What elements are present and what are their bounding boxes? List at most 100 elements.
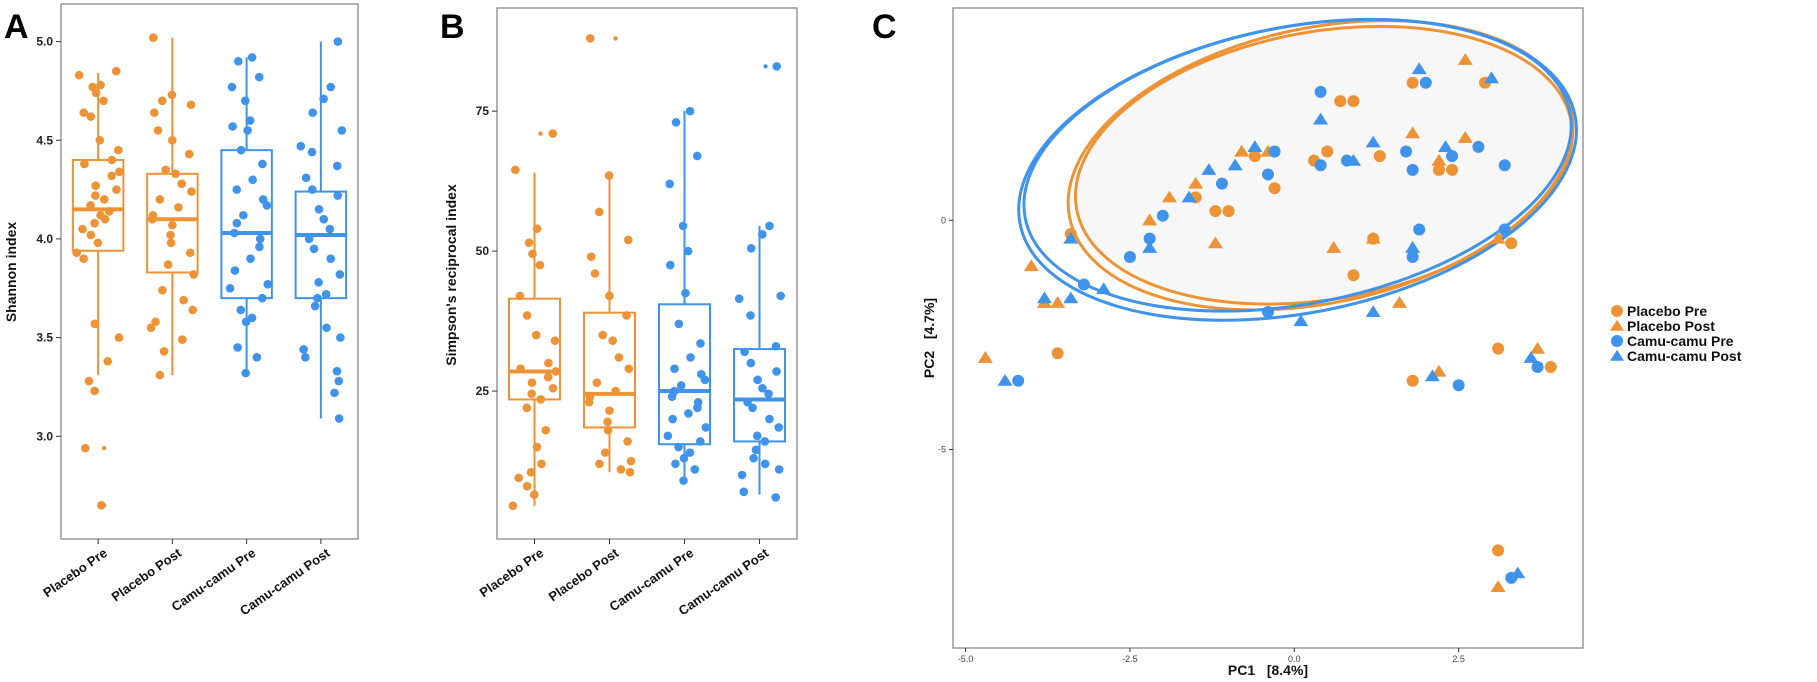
legend-label: Camu-camu Pre [1627, 333, 1734, 349]
data-point [764, 389, 773, 399]
x-tick-label: -5.0 [958, 654, 974, 664]
data-point [548, 129, 558, 138]
panel-label-b: B [440, 8, 465, 46]
data-point [528, 249, 537, 259]
data-point [72, 248, 81, 258]
data-point [313, 293, 322, 303]
data-point [550, 336, 560, 345]
data-point [149, 33, 158, 42]
data-point [692, 151, 702, 161]
panel-a-y-axis-label: Shannon index [3, 222, 19, 323]
legend-item: Placebo Post [1610, 318, 1715, 334]
data-point [684, 409, 693, 418]
box [508, 297, 561, 401]
data-point [107, 155, 117, 165]
scatter-series [1012, 76, 1544, 584]
data-point-triangle [1247, 140, 1263, 152]
data-point [166, 238, 176, 248]
data-point [739, 487, 749, 497]
data-point [147, 214, 157, 224]
data-point [159, 347, 169, 356]
data-point [537, 459, 546, 469]
data-point-triangle [1405, 241, 1421, 253]
data-point [79, 108, 89, 117]
data-point [239, 210, 248, 220]
outlier-point [613, 36, 618, 41]
data-point [624, 364, 634, 373]
data-point [309, 244, 319, 254]
panel-a-frame [60, 3, 359, 540]
data-point [603, 417, 612, 427]
data-point [146, 323, 156, 333]
data-point-triangle [1063, 231, 1079, 244]
data-point [330, 388, 339, 398]
data-point [112, 185, 121, 194]
data-point [679, 453, 689, 463]
data-point [188, 305, 198, 315]
data-point [332, 161, 342, 171]
data-point-triangle [1345, 153, 1361, 166]
data-point [605, 406, 614, 415]
data-point [696, 339, 705, 348]
data-point [590, 269, 600, 278]
data-point [246, 254, 255, 263]
box-group [71, 66, 125, 510]
data-point [333, 37, 343, 46]
data-point-circle [1413, 223, 1426, 236]
data-point-circle [1419, 76, 1432, 89]
data-point [97, 501, 106, 510]
box-group [733, 62, 786, 502]
data-point [774, 423, 783, 432]
data-point [598, 330, 608, 340]
data-point [171, 169, 180, 179]
data-point [623, 235, 633, 245]
data-point-triangle [1457, 53, 1473, 65]
confidence-ellipse [1017, 17, 1578, 322]
confidence-ellipse [1066, 19, 1575, 312]
data-point [623, 437, 632, 446]
data-point-triangle [1181, 190, 1197, 203]
data-point-circle [1268, 145, 1281, 158]
data-point-triangle [1063, 291, 1079, 304]
box-group [294, 37, 348, 423]
data-point-circle [1406, 163, 1419, 176]
x-tick-label: Placebo Post [546, 545, 622, 604]
data-point [614, 353, 624, 362]
data-point [667, 392, 677, 401]
data-point-triangle [1326, 241, 1342, 253]
data-point [114, 333, 124, 342]
panel-c-x-axis-label: PC1 [8.4%] [1228, 662, 1308, 678]
data-point [535, 260, 545, 270]
data-point [508, 501, 518, 511]
data-point [84, 376, 94, 386]
data-point [255, 242, 264, 252]
y-tick-label: 4.0 [36, 232, 53, 246]
data-point [155, 195, 165, 204]
data-point-circle [1262, 168, 1274, 181]
x-tick-label: -2.5 [1122, 654, 1138, 664]
data-point [167, 90, 177, 100]
data-point-circle [1446, 163, 1459, 176]
data-point [240, 96, 250, 106]
y-tick-label: 75 [476, 104, 490, 118]
data-point-triangle [1142, 241, 1158, 253]
data-point [674, 442, 683, 452]
data-point [254, 72, 264, 82]
legend-label: Placebo Post [1627, 318, 1715, 334]
data-point [233, 57, 243, 66]
data-point [529, 490, 539, 499]
data-point [600, 448, 610, 457]
data-point-circle [1262, 305, 1274, 318]
data-point [737, 470, 747, 480]
data-point-triangle [1023, 259, 1039, 272]
scatter-series [997, 62, 1539, 579]
data-point [765, 414, 774, 424]
data-point [90, 218, 99, 228]
data-point-triangle [1234, 144, 1250, 157]
data-point [611, 386, 620, 396]
data-point [236, 305, 246, 315]
data-point [153, 126, 163, 135]
data-point [111, 66, 121, 76]
data-point-circle [1406, 374, 1419, 387]
data-point [86, 201, 95, 210]
